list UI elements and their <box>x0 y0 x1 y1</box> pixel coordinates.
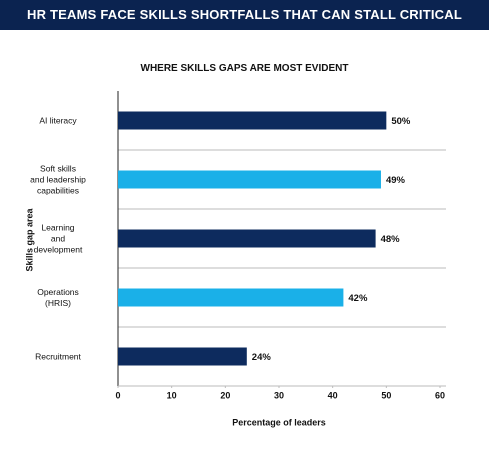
x-tick-label: 30 <box>274 390 284 400</box>
x-tick-label: 10 <box>167 390 177 400</box>
bar <box>118 288 344 307</box>
category-label: Learning and development <box>33 222 83 254</box>
x-tick-label: 50 <box>381 390 391 400</box>
category-label: Recruitment <box>35 351 81 361</box>
category-label: Operations (HRIS) <box>37 286 79 308</box>
y-axis-label: Skills gap area <box>24 207 34 271</box>
bar <box>118 170 381 189</box>
value-label: 50% <box>391 116 411 127</box>
bar <box>118 347 247 366</box>
category-label: AI literacy <box>39 115 77 125</box>
bar <box>118 111 387 130</box>
chart-subtitle: WHERE SKILLS GAPS ARE MOST EVIDENT <box>140 63 349 74</box>
banner-title: HR TEAMS FACE SKILLS SHORTFALLS THAT CAN… <box>0 0 489 52</box>
value-label: 49% <box>386 175 406 186</box>
bar <box>118 229 376 248</box>
x-tick-label: 20 <box>220 390 230 400</box>
x-tick-label: 60 <box>435 390 445 400</box>
x-tick-label: 40 <box>328 390 338 400</box>
category-label: Soft skills and leadership capabilities <box>30 163 86 195</box>
value-label: 24% <box>252 352 272 363</box>
value-label: 48% <box>381 234 401 245</box>
value-label: 42% <box>348 293 368 304</box>
x-tick-label: 0 <box>115 390 120 400</box>
x-axis-label: Percentage of leaders <box>232 417 326 427</box>
